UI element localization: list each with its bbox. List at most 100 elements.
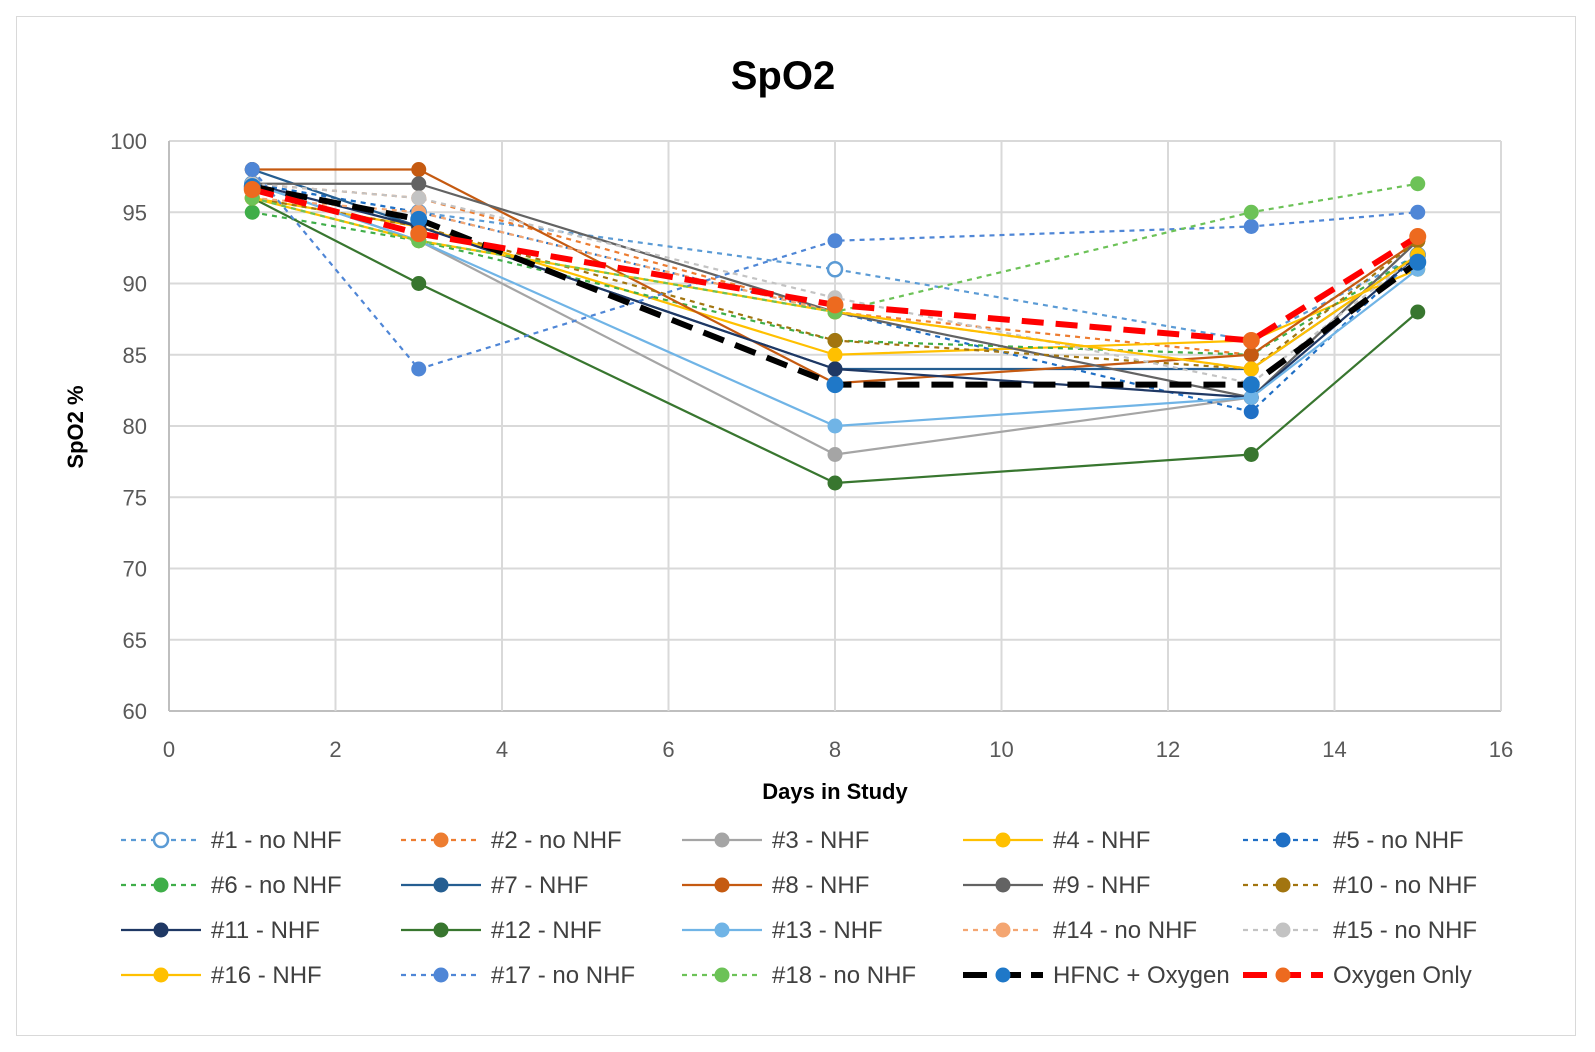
legend-item: #15 - no NHF	[1243, 917, 1477, 944]
series-line	[252, 182, 1419, 413]
x-tick-label: 10	[989, 737, 1013, 762]
legend-marker	[433, 967, 449, 983]
data-point	[411, 176, 427, 192]
y-tick-label: 80	[123, 414, 147, 439]
data-point	[827, 233, 843, 249]
legend-item: #9 - NHF	[963, 872, 1150, 899]
legend-label: #17 - no NHF	[491, 962, 635, 989]
data-point	[1410, 304, 1426, 320]
legend-marker	[152, 831, 170, 849]
legend-marker	[714, 922, 730, 938]
y-axis-title: SpO2 %	[63, 385, 88, 468]
legend-label: #14 - no NHF	[1053, 917, 1197, 944]
legend-item: #11 - NHF	[121, 917, 320, 944]
legend-label: #16 - NHF	[211, 962, 322, 989]
data-point	[1410, 204, 1426, 220]
legend-marker	[1275, 877, 1291, 893]
data-point	[827, 347, 843, 363]
data-point	[1243, 404, 1259, 420]
data-point	[826, 261, 844, 278]
legend-label: #5 - no NHF	[1333, 827, 1464, 854]
legend-label: #12 - NHF	[491, 917, 602, 944]
legend-label: #11 - NHF	[211, 917, 320, 944]
legend-item: #18 - no NHF	[682, 962, 916, 989]
data-point	[826, 376, 844, 394]
legend-label: #1 - no NHF	[211, 827, 342, 854]
legend-marker	[153, 922, 169, 938]
data-point	[410, 210, 428, 228]
data-point	[1243, 347, 1259, 363]
chart-svg: SpO2 60 65 70 75 80 85 90 95 100 0 2 4 6 8 10 12 14 16 Da…	[63, 54, 1513, 989]
y-tick-label: 60	[123, 699, 147, 724]
legend-marker	[1275, 967, 1291, 983]
legend-label: #6 - no NHF	[211, 872, 342, 899]
data-point	[244, 162, 260, 177]
data-point	[827, 333, 843, 348]
x-tick-label: 0	[163, 737, 175, 762]
legend-marker	[433, 832, 449, 848]
legend-marker	[433, 922, 449, 938]
legend: #1 - no NHF #2 - no NHF #3 - NHF #4 - NHF #5…	[121, 827, 1477, 989]
legend-label: #18 - no NHF	[772, 962, 916, 989]
data-point	[243, 180, 261, 198]
legend-item: #12 - NHF	[401, 917, 602, 944]
legend-item: #16 - NHF	[121, 962, 322, 989]
legend-marker	[714, 832, 730, 848]
legend-marker	[1275, 832, 1291, 848]
legend-label: #10 - no NHF	[1333, 872, 1477, 899]
x-tick-label: 14	[1322, 737, 1346, 762]
data-point	[826, 296, 844, 314]
series-20	[243, 180, 1427, 349]
legend-label: #7 - NHF	[491, 872, 588, 899]
legend-marker	[714, 877, 730, 893]
series-layer	[243, 162, 1427, 491]
data-point	[410, 225, 428, 243]
data-point	[411, 162, 427, 177]
x-tick-label: 16	[1489, 737, 1513, 762]
x-tick-label: 12	[1156, 737, 1180, 762]
legend-item: #1 - no NHF	[121, 827, 342, 854]
y-tick-label: 75	[123, 485, 147, 510]
legend-item: HFNC + Oxygen	[963, 962, 1230, 989]
legend-label: #13 - NHF	[772, 917, 883, 944]
series-17	[244, 162, 1426, 377]
legend-item: #17 - no NHF	[401, 962, 635, 989]
data-point	[1242, 376, 1260, 394]
legend-marker	[995, 967, 1011, 983]
x-tick-label: 8	[829, 737, 841, 762]
legend-label: #8 - NHF	[772, 872, 869, 899]
data-point	[1243, 219, 1259, 234]
series-12	[244, 190, 1426, 491]
legend-label: Oxygen Only	[1333, 962, 1472, 989]
legend-label: #4 - NHF	[1053, 827, 1150, 854]
y-tick-label: 95	[123, 200, 147, 225]
legend-marker	[433, 877, 449, 893]
chart-frame: SpO2 60 65 70 75 80 85 90 95 100 0 2 4 6 8 10 12 14 16 Da…	[16, 16, 1576, 1036]
legend-item: #13 - NHF	[682, 917, 883, 944]
legend-label: #9 - NHF	[1053, 872, 1150, 899]
y-tick-label: 85	[123, 343, 147, 368]
legend-item: #8 - NHF	[682, 872, 869, 899]
data-point	[411, 361, 427, 377]
y-tick-label: 70	[123, 557, 147, 582]
legend-item: #5 - no NHF	[1243, 827, 1464, 854]
data-point	[411, 190, 427, 206]
data-point	[827, 447, 843, 462]
legend-item: #14 - no NHF	[963, 917, 1197, 944]
legend-label: HFNC + Oxygen	[1053, 962, 1230, 989]
data-point	[827, 418, 843, 434]
x-axis-title: Days in Study	[762, 779, 908, 804]
x-tick-label: 6	[662, 737, 674, 762]
data-point	[1243, 447, 1259, 462]
x-tick-label: 2	[329, 737, 341, 762]
data-point	[1409, 253, 1427, 271]
y-tick-label: 65	[123, 628, 147, 653]
chart-title: SpO2	[731, 54, 835, 98]
series-line	[252, 211, 1419, 356]
data-point	[827, 361, 843, 377]
legend-item: #7 - NHF	[401, 872, 588, 899]
legend-item: #2 - no NHF	[401, 827, 622, 854]
legend-marker	[153, 967, 169, 983]
legend-marker	[1275, 922, 1291, 938]
data-point	[1243, 361, 1259, 377]
